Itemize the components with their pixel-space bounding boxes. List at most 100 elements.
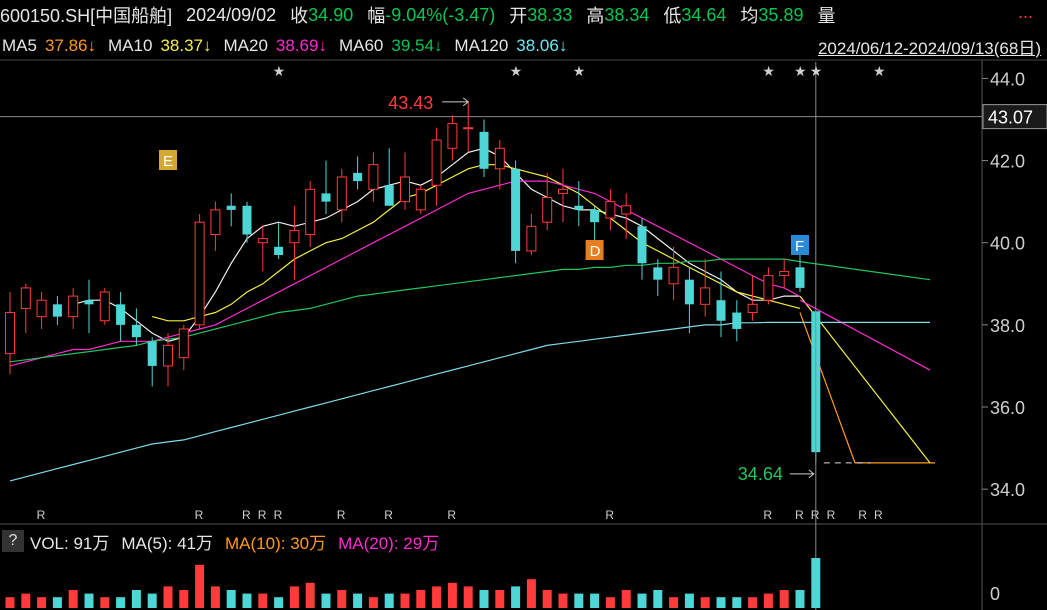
candle-body xyxy=(621,205,632,215)
low-label: 低 xyxy=(663,6,682,26)
event-star-icon: ★ xyxy=(273,64,286,80)
y-tick-label: 34.0 xyxy=(990,480,1025,500)
event-star-icon: ★ xyxy=(762,64,775,80)
ma-projection-magenta xyxy=(799,299,931,371)
candle-body xyxy=(52,304,62,317)
volume-bar xyxy=(669,597,679,608)
ma120-label: MA120 xyxy=(454,36,509,55)
event-star-icon: ★ xyxy=(573,64,586,80)
volume-bar xyxy=(558,593,568,608)
candle-body xyxy=(590,209,600,223)
volume-bar xyxy=(716,597,726,608)
marker-f-label: F xyxy=(795,238,804,255)
volume-bar xyxy=(479,590,489,608)
quote-date: 2024/09/02 xyxy=(186,4,277,25)
ma10-label: MA10 xyxy=(108,36,153,55)
candle-body xyxy=(447,123,458,149)
event-star-icon: ★ xyxy=(810,64,823,80)
candle-body xyxy=(384,185,394,206)
candle-body xyxy=(289,229,300,244)
candle-body xyxy=(763,275,774,301)
candle-body xyxy=(431,139,442,186)
ma-projection-green xyxy=(799,261,931,281)
volume-bar xyxy=(274,597,284,608)
candle-body xyxy=(479,131,489,169)
volume-bar xyxy=(811,558,821,608)
volume-bar xyxy=(305,582,315,608)
ma-line-ma60 xyxy=(9,258,801,363)
candle-body xyxy=(163,344,173,367)
candle-body xyxy=(321,193,331,202)
candle-body xyxy=(526,225,537,252)
volume-bar xyxy=(289,586,299,608)
volume-bar xyxy=(637,593,647,608)
high-arrow xyxy=(442,97,470,107)
ma120-value: 38.06↓ xyxy=(516,36,568,55)
help-button[interactable]: ? xyxy=(2,530,24,552)
candle-body xyxy=(716,300,726,321)
volume-bar xyxy=(100,597,110,608)
volume-bar xyxy=(258,593,268,608)
volume-bar xyxy=(748,597,758,608)
candle-body xyxy=(194,221,205,326)
volume-bar xyxy=(700,597,710,608)
ma-line-ma120 xyxy=(9,321,800,482)
candle-body xyxy=(368,164,379,190)
ma20-value: 38.69↓ xyxy=(275,36,327,55)
date-range-link[interactable]: 2024/06/12-2024/09/13(68日) xyxy=(817,39,1041,58)
volume-bar xyxy=(337,590,347,608)
r-marker: R xyxy=(337,508,346,522)
volume-bar xyxy=(242,593,252,608)
volume-bar xyxy=(590,593,600,608)
r-marker: R xyxy=(605,508,614,522)
candle-body xyxy=(305,188,316,235)
candle-body xyxy=(131,324,141,338)
high-label: 高 xyxy=(586,6,605,26)
candle-body xyxy=(605,201,616,219)
r-marker: R xyxy=(195,508,204,522)
marker-f-box xyxy=(791,235,809,255)
volume-bar xyxy=(495,590,505,608)
candle-body xyxy=(99,291,110,322)
low-arrow xyxy=(789,469,815,479)
y-tick-label: 38.0 xyxy=(990,316,1025,336)
marker-d-box xyxy=(585,240,604,260)
vol-ma10: MA(10): 30万 xyxy=(225,533,327,553)
volume-bar xyxy=(684,593,694,608)
volume-bar xyxy=(5,597,15,608)
volume-bar xyxy=(21,593,31,608)
marker-e-label: E xyxy=(163,153,173,170)
quote-header: 600150.SH[中国船舶] 2024/09/02 收 34.90 幅 -9.… xyxy=(0,2,1047,28)
r-marker: R xyxy=(258,508,267,522)
volume-bar xyxy=(763,593,773,608)
volume-bar xyxy=(432,586,442,608)
candle-body xyxy=(779,270,790,277)
ma60-value: 39.54↓ xyxy=(391,36,443,55)
ma-line-ma10 xyxy=(152,164,801,322)
candle-body xyxy=(637,226,647,264)
candle-body xyxy=(20,287,31,309)
volume-bar xyxy=(52,597,62,608)
volume-bar xyxy=(68,590,78,608)
candle-body xyxy=(353,172,363,182)
candle-body xyxy=(36,299,47,318)
volume-bar xyxy=(131,590,141,608)
candle-body xyxy=(415,188,426,211)
ma5-value: 37.86↓ xyxy=(44,36,97,55)
ma20-label: MA20 xyxy=(223,36,268,55)
avg-value: 35.89 xyxy=(758,4,804,25)
more-button[interactable]: ... xyxy=(1017,2,1033,22)
volume-label: 量 xyxy=(817,6,836,26)
candle-body xyxy=(68,295,79,318)
volume-bar xyxy=(210,586,220,608)
open-value: 38.33 xyxy=(527,4,573,25)
r-marker: R xyxy=(858,508,867,522)
y-tick-label: 36.0 xyxy=(990,398,1025,418)
event-star-icon: ★ xyxy=(510,64,523,80)
candle-body xyxy=(242,205,252,235)
candle-body xyxy=(653,267,663,280)
marker-e-box xyxy=(159,150,177,170)
volume-bar xyxy=(368,597,378,608)
candle-body xyxy=(747,303,758,314)
